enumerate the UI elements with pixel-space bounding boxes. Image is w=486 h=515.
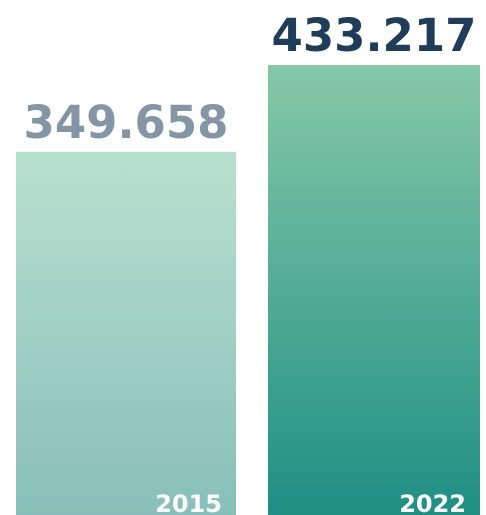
bar-2022 bbox=[268, 65, 480, 515]
bars-layer bbox=[16, 65, 480, 515]
category-label-2015: 2015 bbox=[155, 490, 222, 515]
value-label-2022: 433.217 bbox=[272, 9, 477, 62]
value-label-2015: 349.658 bbox=[24, 96, 229, 149]
labels-layer: 349.658 2015 433.217 2022 bbox=[24, 9, 477, 515]
bar-2015 bbox=[16, 151, 236, 515]
category-label-2022: 2022 bbox=[399, 490, 466, 515]
